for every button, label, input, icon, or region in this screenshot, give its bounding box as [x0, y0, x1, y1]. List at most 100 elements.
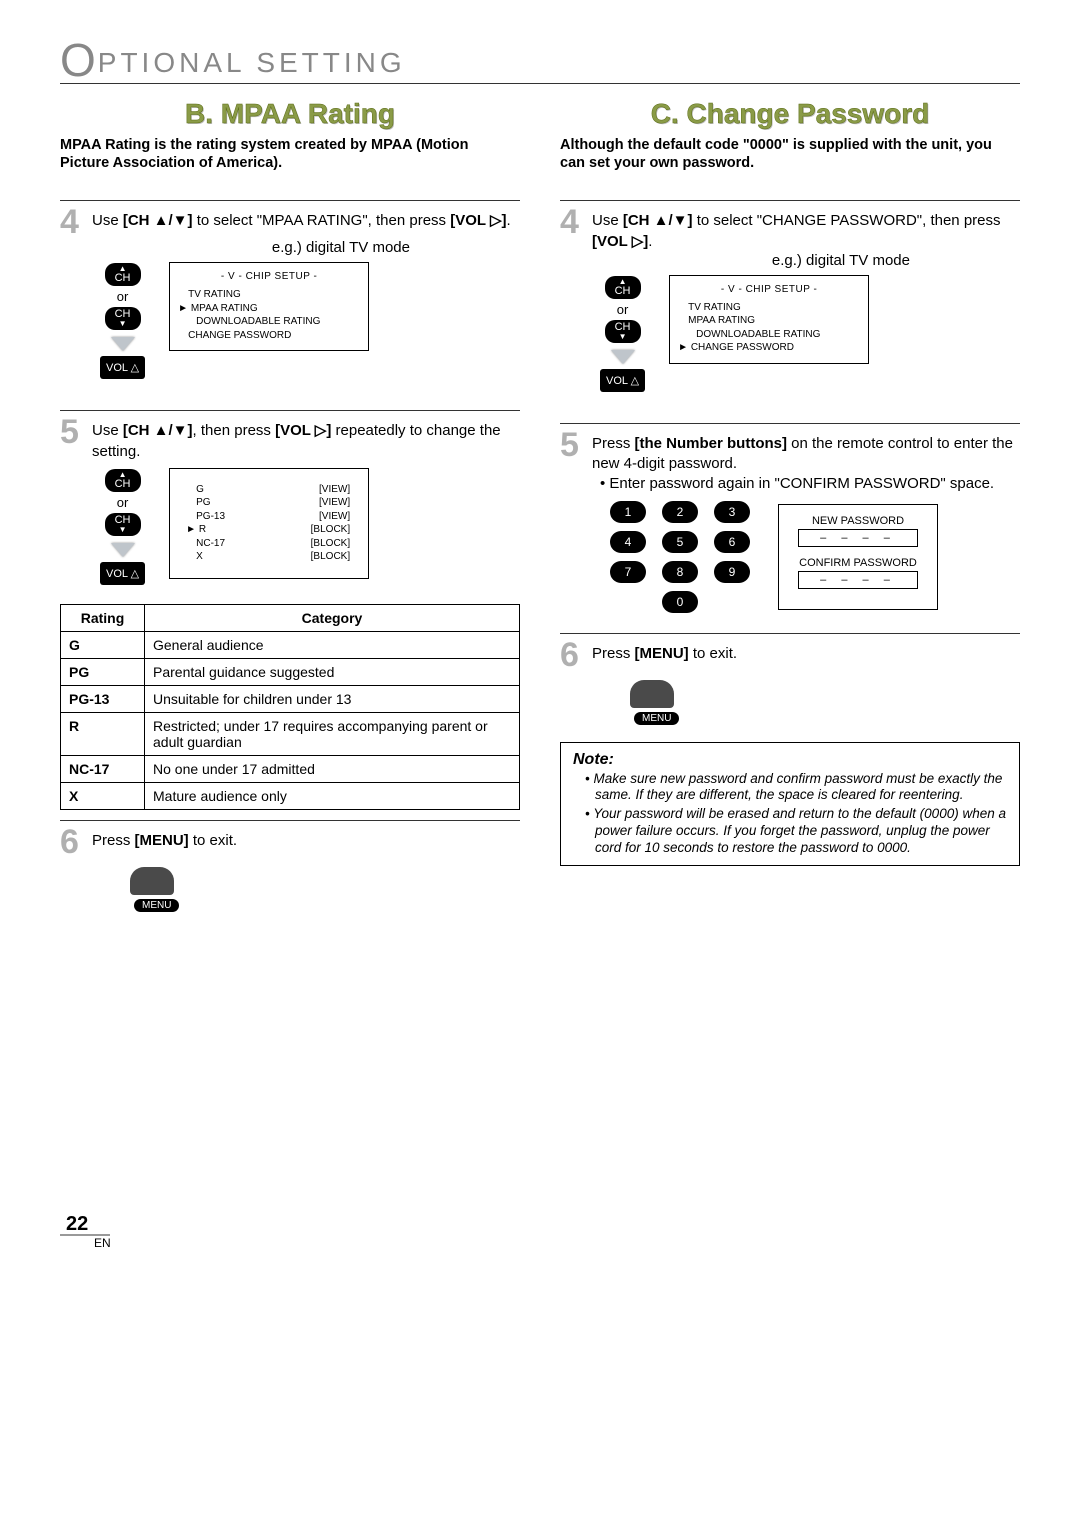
step-number: 4	[60, 205, 82, 239]
step-4-left: 4 Use [CH ▲/▼] to select "MPAA RATING", …	[60, 201, 520, 239]
ch-label: CH	[115, 479, 131, 490]
t: [MENU]	[135, 832, 189, 849]
page-num-text: 22	[60, 1213, 1020, 1236]
r: [BLOCK]	[311, 537, 350, 551]
numkey: 2	[662, 501, 698, 523]
t: to select "CHANGE PASSWORD", then press	[693, 212, 1001, 229]
menu-button-illus: MENU	[560, 680, 1020, 726]
td: X	[61, 782, 145, 809]
osd-vchip-right: - V - CHIP SETUP - TV RATING MPAA RATING…	[669, 275, 869, 364]
step-number: 6	[60, 825, 82, 859]
osd-item: DOWNLOADABLE RATING	[680, 328, 858, 342]
osd-item-selected: MPAA RATING	[180, 302, 358, 316]
r: G	[196, 483, 204, 497]
td: Unsuitable for children under 13	[145, 685, 520, 712]
t: Use	[592, 212, 623, 229]
r: PG-13	[196, 510, 225, 524]
vol-label: VOL △	[100, 356, 145, 379]
step-4-right: 4 Use [CH ▲/▼] to select "CHANGE PASSWOR…	[560, 201, 1020, 252]
eg-label: e.g.) digital TV mode	[560, 252, 1020, 269]
t: .	[506, 212, 510, 229]
note-item: Make sure new password and confirm passw…	[585, 771, 1007, 805]
pw-label: CONFIRM PASSWORD	[793, 557, 923, 569]
arrow-down-icon	[111, 337, 135, 351]
numkey: 1	[610, 501, 646, 523]
sub-bullet: Enter password again in "CONFIRM PASSWOR…	[600, 474, 1020, 494]
numkey: 0	[662, 591, 698, 613]
r: [VIEW]	[319, 510, 350, 524]
t: Press	[92, 832, 135, 849]
t: to select "MPAA RATING", then press	[193, 212, 451, 229]
big-o-icon: O	[60, 44, 100, 76]
t: [VOL ▷]	[275, 422, 331, 439]
r: R	[196, 523, 206, 537]
numkey: 6	[714, 531, 750, 553]
t: Press	[592, 645, 635, 662]
t: Use	[92, 422, 123, 439]
number-pad: 1 2 3 4 5 6 7 8 9 0	[610, 501, 754, 613]
header-text: PTIONAL SETTING	[98, 47, 406, 79]
td: PG	[61, 658, 145, 685]
step-5-right: 5 Press [the Number buttons] on the remo…	[560, 424, 1020, 495]
menu-button-illus: MENU	[60, 867, 520, 913]
rating-table: RatingCategory GGeneral audience PGParen…	[60, 604, 520, 810]
t: [the Number buttons]	[635, 435, 787, 452]
t: Use	[92, 212, 123, 229]
r: [BLOCK]	[311, 550, 350, 564]
osd-item: TV RATING	[180, 288, 358, 302]
page-lang: EN	[60, 1236, 1020, 1250]
section-b-title: B. MPAA Rating	[60, 98, 520, 130]
td: No one under 17 admitted	[145, 755, 520, 782]
section-c: C. Change Password Although the default …	[560, 98, 1020, 913]
note-title: Note:	[573, 751, 1007, 769]
ch-label: CH	[115, 273, 131, 284]
or-text: or	[117, 289, 129, 304]
section-b-intro: MPAA Rating is the rating system created…	[60, 136, 520, 172]
numkey: 9	[714, 561, 750, 583]
osd-item: TV RATING	[680, 301, 858, 315]
osd-title: - V - CHIP SETUP -	[180, 271, 358, 282]
step-number: 5	[560, 428, 582, 495]
t: .	[648, 233, 652, 250]
pw-field: – – – –	[798, 529, 918, 547]
step-6-left: 6 Press [MENU] to exit.	[60, 821, 520, 859]
t: [MENU]	[635, 645, 689, 662]
eg-label: e.g.) digital TV mode	[60, 239, 520, 256]
t: to exit.	[689, 645, 737, 662]
remote-ch-vol: ▲CH or CH▼ VOL △	[100, 468, 145, 586]
step-number: 4	[560, 205, 582, 252]
r: NC-17	[196, 537, 225, 551]
t: [VOL ▷]	[450, 212, 506, 229]
or-text: or	[117, 495, 129, 510]
t: Press	[592, 435, 635, 452]
pw-field: – – – –	[798, 571, 918, 589]
numkey: 5	[662, 531, 698, 553]
section-c-title: C. Change Password	[560, 98, 1020, 130]
td: PG-13	[61, 685, 145, 712]
remote-ch-vol: ▲CH or CH▼ VOL △	[100, 262, 145, 380]
th: Rating	[61, 604, 145, 631]
td: NC-17	[61, 755, 145, 782]
td: Restricted; under 17 requires accompanyi…	[145, 712, 520, 755]
th: Category	[145, 604, 520, 631]
note-box: Note: Make sure new password and confirm…	[560, 742, 1020, 866]
osd-item: CHANGE PASSWORD	[180, 329, 358, 343]
pw-label: NEW PASSWORD	[793, 515, 923, 527]
osd-ratings-left: G[VIEW] PG[VIEW] PG-13[VIEW] R[BLOCK] NC…	[169, 468, 369, 579]
or-text: or	[617, 302, 629, 317]
r: [BLOCK]	[311, 523, 350, 537]
arrow-down-icon	[111, 543, 135, 557]
osd-item: MPAA RATING	[680, 314, 858, 328]
r: PG	[196, 496, 210, 510]
t: , then press	[193, 422, 276, 439]
osd-item-selected: CHANGE PASSWORD	[680, 341, 858, 355]
page-number: 22 EN	[60, 1213, 1020, 1250]
t: [CH ▲/▼]	[123, 422, 193, 439]
numkey: 3	[714, 501, 750, 523]
vol-label: VOL △	[600, 369, 645, 392]
menu-label: MENU	[134, 899, 179, 912]
menu-label: MENU	[634, 712, 679, 725]
numkey: 8	[662, 561, 698, 583]
td: Mature audience only	[145, 782, 520, 809]
password-osd: NEW PASSWORD – – – – CONFIRM PASSWORD – …	[778, 504, 938, 610]
